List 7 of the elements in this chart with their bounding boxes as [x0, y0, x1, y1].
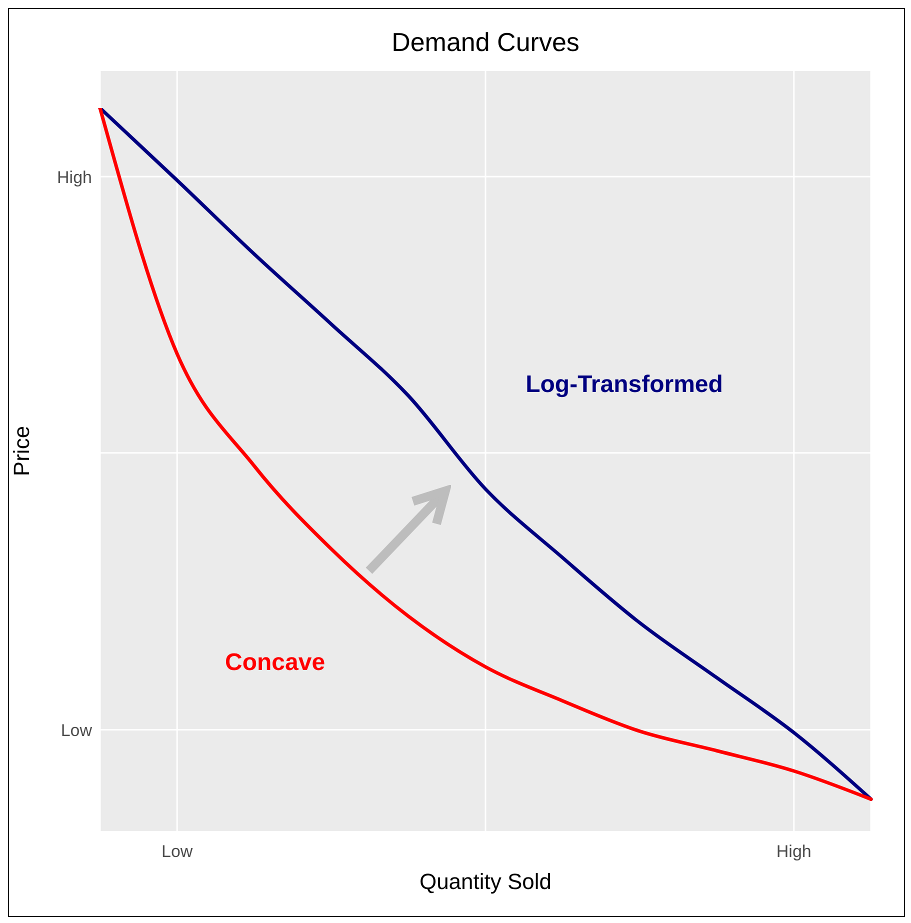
x-axis-title: Quantity Sold — [419, 869, 552, 894]
chart-title: Demand Curves — [390, 27, 580, 58]
text: Concave — [224, 649, 326, 678]
text: Low — [60, 720, 92, 741]
text: High — [57, 168, 92, 188]
text: Log-Transformed — [526, 370, 723, 399]
y-axis-title: Price — [9, 426, 35, 476]
